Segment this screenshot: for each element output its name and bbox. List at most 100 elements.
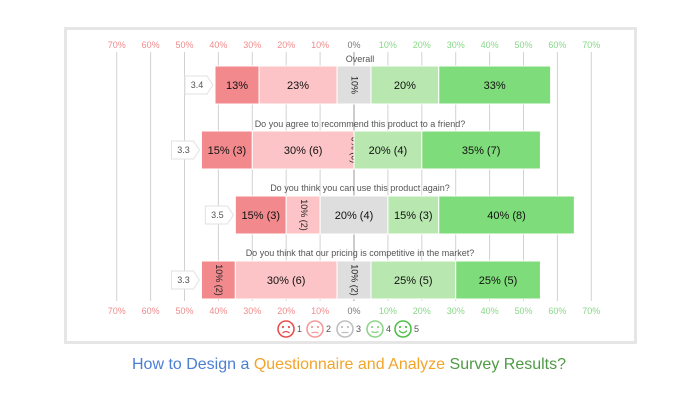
tick-label-bottom: 40%: [481, 306, 499, 316]
page-title: How to Design a Questionnaire and Analyz…: [0, 356, 698, 374]
tick-label-top: 60%: [548, 40, 566, 50]
legend-face-icon: [394, 320, 412, 338]
legend-label: 1: [297, 324, 302, 334]
tick-label-top: 10%: [311, 40, 329, 50]
bar-segment: [353, 130, 423, 170]
legend-label: 2: [326, 324, 331, 334]
tick-label-bottom: 60%: [142, 306, 160, 316]
data-label: 30% (6): [284, 145, 323, 157]
tick-label-top: 40%: [481, 40, 499, 50]
bar-segment: [258, 65, 338, 105]
data-label: 10% (2): [214, 264, 224, 296]
bar-segment: [421, 130, 541, 170]
tick-label-top: 30%: [243, 40, 261, 50]
tick-label-top: 0%: [347, 40, 360, 50]
data-label: 15% (3): [242, 210, 281, 222]
score-tag: [204, 205, 234, 225]
legend-face-eye: [398, 325, 402, 329]
page-title-part: Survey Results?: [445, 356, 567, 373]
score-tag: [170, 140, 201, 160]
score-tag: [170, 270, 201, 290]
score-label: 3.3: [177, 145, 190, 155]
tick-label-top: 10%: [379, 40, 397, 50]
data-label: 13%: [226, 80, 248, 92]
legend-face-mouth: [282, 330, 290, 334]
data-label: 25% (5): [479, 275, 518, 287]
legend-face-icon: [306, 320, 324, 338]
legend-face-mouth: [311, 331, 319, 334]
tick-label-top: 20%: [277, 40, 295, 50]
data-label: 35% (7): [462, 145, 501, 157]
tick-label-top: 20%: [413, 40, 431, 50]
score-tag: [184, 75, 214, 95]
legend-face-eye: [346, 325, 350, 329]
legend-face-mouth: [371, 330, 379, 334]
tick-label-bottom: 40%: [209, 306, 227, 316]
tick-label-bottom: 50%: [514, 306, 532, 316]
page-title-part: Questionnaire and Analyze: [253, 356, 446, 373]
data-label: 10% (2): [350, 264, 360, 296]
tick-label-bottom: 10%: [379, 306, 397, 316]
tick-label-bottom: 30%: [447, 306, 465, 316]
legend-label: 4: [386, 324, 391, 334]
score-label: 3.5: [211, 210, 224, 220]
legend-label: 3: [356, 324, 361, 334]
data-label: 10% (2): [299, 199, 309, 231]
score-label: 3.3: [177, 275, 190, 285]
tick-label-bottom: 10%: [311, 306, 329, 316]
chart-frame: 70% 70% 60% 60% 50% 50% 40% 40% 30% 30% 20% 20% 10% 1…: [64, 27, 637, 344]
data-label: 20%: [394, 80, 416, 92]
tick-label-top: 70%: [108, 40, 126, 50]
legend-face-icon: [277, 320, 295, 338]
data-label: 25% (5): [394, 275, 433, 287]
legend-face-eye: [281, 325, 285, 329]
tick-label-top: 60%: [142, 40, 160, 50]
tick-label-bottom: 70%: [108, 306, 126, 316]
bar-segment: [234, 260, 338, 300]
tick-label-bottom: 30%: [243, 306, 261, 316]
score-label: 3.4: [191, 80, 204, 90]
tick-label-top: 50%: [514, 40, 532, 50]
question-label: Do you think that our pricing is competi…: [246, 248, 475, 258]
data-label: 30% (6): [267, 275, 306, 287]
data-label: 40% (8): [487, 210, 526, 222]
data-label: 33%: [484, 80, 506, 92]
legend-face-eye: [370, 325, 374, 329]
legend-face-eye: [310, 325, 314, 329]
question-label: Do you agree to recommend this product t…: [255, 119, 466, 129]
legend-face-eye: [316, 325, 320, 329]
tick-label-bottom: 0%: [347, 306, 360, 316]
legend-face-eye: [404, 325, 408, 329]
page-title-part: How to Design a: [131, 356, 254, 373]
bar-segment: [438, 65, 552, 105]
tick-label-top: 40%: [209, 40, 227, 50]
survey-chart: 70%70%60%60%50%50%40%40%30%30%20%20%10%1…: [108, 40, 600, 338]
bar-segment: [234, 195, 287, 235]
legend-face-icon: [336, 320, 354, 338]
bar-segment: [214, 65, 260, 105]
legend-face-icon: [366, 320, 384, 338]
data-label: 20% (4): [369, 145, 408, 157]
data-label: 23%: [287, 80, 309, 92]
bar-segment: [370, 65, 440, 105]
data-label: 15% (3): [394, 210, 433, 222]
tick-label-bottom: 70%: [582, 306, 600, 316]
tick-label-top: 30%: [447, 40, 465, 50]
bar-segment: [387, 195, 440, 235]
bar-segment: [336, 260, 372, 300]
bar-segment: [336, 65, 372, 105]
tick-label-bottom: 60%: [548, 306, 566, 316]
data-label: 10%: [350, 76, 360, 94]
legend-label: 5: [414, 324, 419, 334]
bar-segment: [251, 130, 355, 170]
bar-segment: [200, 130, 253, 170]
tick-label-bottom: 20%: [277, 306, 295, 316]
tick-label-top: 70%: [582, 40, 600, 50]
legend-face-eye: [376, 325, 380, 329]
tick-label-top: 50%: [175, 40, 193, 50]
tick-label-bottom: 50%: [175, 306, 193, 316]
legend-face-mouth: [398, 330, 408, 334]
question-label: Overall: [346, 54, 375, 64]
bar-segment: [438, 195, 575, 235]
tick-label-bottom: 20%: [413, 306, 431, 316]
